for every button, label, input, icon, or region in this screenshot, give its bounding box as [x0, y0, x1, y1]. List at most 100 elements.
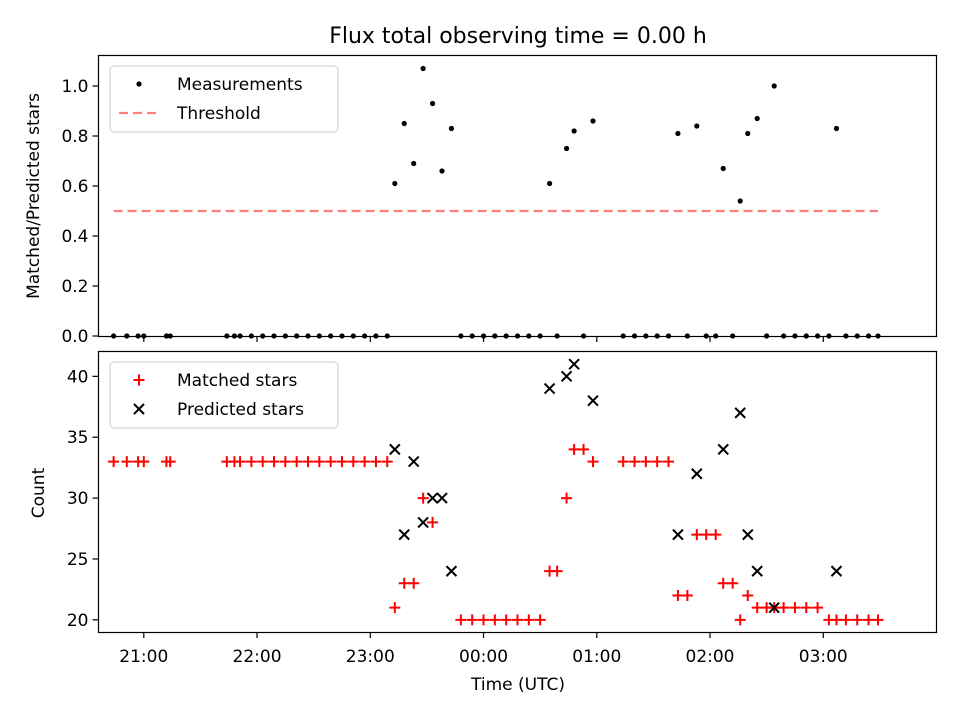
x-tick-label: 21:00	[119, 647, 168, 667]
legend-box	[109, 361, 339, 429]
figure-title: Flux total observing time = 0.00 h	[329, 24, 707, 49]
predicted-star-point	[830, 565, 843, 577]
predicted-star-point	[426, 492, 439, 504]
y-tick-label: 35	[67, 428, 89, 448]
measurement-point	[392, 180, 398, 187]
measurement-point	[429, 100, 436, 107]
y-tick-label: 1.0	[61, 77, 88, 97]
matched-star-point	[800, 602, 812, 614]
matched-star-point	[872, 614, 884, 626]
measurement-point	[675, 130, 681, 137]
predicted-star-point	[587, 394, 599, 407]
x-tick-label: 01:00	[572, 647, 621, 667]
count-plot-area	[108, 358, 884, 626]
x-tick-label: 02:00	[686, 647, 735, 667]
matched-star-point	[500, 614, 512, 626]
matched-star-point	[133, 374, 145, 386]
predicted-star-point	[751, 565, 763, 577]
ratio-legend: Measurements Threshold	[109, 65, 339, 133]
matched-star-point	[523, 614, 535, 626]
ratio-panel-frame	[97, 54, 938, 338]
measurement-point	[590, 118, 596, 124]
measurement-point	[401, 120, 407, 127]
matched-star-point	[551, 565, 563, 577]
matched-star-point	[164, 456, 176, 468]
matched-star-point	[489, 614, 501, 626]
y-tick-label: 0.8	[61, 127, 88, 147]
measurement-point	[720, 165, 726, 172]
measurement-point	[411, 160, 417, 167]
y-tick-label: 40	[67, 367, 89, 387]
legend-box	[109, 65, 339, 133]
y-tick-label: 0.2	[61, 277, 88, 297]
matched-star-point	[138, 456, 150, 468]
matched-star-point	[734, 614, 746, 626]
matched-star-point	[662, 456, 674, 468]
predicted-star-point	[133, 403, 145, 415]
measurement-point	[754, 115, 760, 122]
matched-star-point	[279, 456, 291, 468]
predicted-star-point	[417, 516, 429, 529]
measurement-point	[136, 81, 142, 87]
matched-star-point	[830, 614, 842, 626]
matched-star-point	[455, 614, 467, 626]
measurement-point	[694, 123, 700, 129]
matched-star-point	[245, 456, 257, 468]
matched-star-point	[302, 456, 314, 468]
matched-star-point	[617, 456, 629, 468]
matched-star-point	[381, 456, 393, 468]
matched-star-point	[742, 589, 754, 601]
x-tick-label: 00:00	[459, 647, 508, 667]
predicted-star-point	[407, 455, 420, 468]
matched-star-point	[840, 614, 852, 626]
measurement-point	[439, 168, 445, 174]
predicted-star-point	[436, 492, 448, 504]
legend-label: Threshold	[176, 104, 261, 124]
measurement-point	[563, 145, 570, 152]
count-panel: 20 25 30 35 40 21:00 22:00 23:00 00:00 01:00 02:00…	[29, 350, 938, 695]
matched-star-point	[234, 456, 246, 468]
matched-star-point	[268, 456, 280, 468]
x-tick-label: 22:00	[233, 647, 282, 667]
matched-star-point	[727, 577, 739, 589]
measurement-point	[737, 198, 743, 204]
y-tick-label: 25	[67, 550, 89, 570]
y-tick-label: 20	[67, 611, 89, 631]
measurement-point	[745, 130, 751, 137]
matched-star-point	[325, 456, 337, 468]
matched-star-point	[568, 443, 580, 455]
y-tick-label: 0.0	[61, 327, 88, 347]
matched-star-point	[778, 602, 790, 614]
legend-label: Matched stars	[177, 371, 297, 391]
matched-star-point	[691, 529, 703, 541]
matched-star-point	[700, 529, 712, 541]
legend-label: Predicted stars	[177, 400, 304, 420]
x-axis-label: Time (UTC)	[470, 675, 565, 695]
matched-star-point	[629, 456, 641, 468]
ratio-y-axis-label: Matched/Predicted stars	[24, 93, 44, 299]
matched-star-point	[651, 456, 663, 468]
matched-star-point	[336, 456, 348, 468]
matched-star-point	[313, 456, 325, 468]
count-y-axis-label: Count	[29, 467, 49, 518]
measurement-point	[546, 180, 553, 187]
predicted-star-point	[734, 407, 746, 419]
predicted-star-point	[543, 382, 556, 395]
predicted-star-point	[742, 528, 754, 541]
predicted-star-point	[717, 443, 729, 456]
matched-star-point	[789, 602, 801, 614]
measurement-point	[771, 83, 777, 89]
count-axes: 20 25 30 35 40 21:00 22:00 23:00 00:00 01:00 02:00…	[67, 367, 848, 667]
predicted-star-point	[768, 601, 780, 614]
count-legend: Matched stars Predicted stars	[109, 361, 339, 429]
matched-star-point	[478, 614, 490, 626]
matched-star-point	[466, 614, 478, 626]
matched-star-point	[389, 602, 401, 614]
matched-star-point	[408, 577, 420, 589]
y-tick-label: 30	[67, 489, 89, 509]
matched-star-point	[121, 456, 133, 468]
measurement-point	[448, 125, 455, 132]
matched-star-point	[347, 456, 359, 468]
predicted-star-point	[389, 443, 401, 456]
